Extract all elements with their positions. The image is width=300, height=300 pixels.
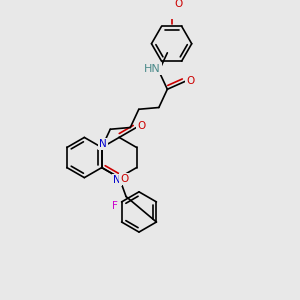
Text: F: F bbox=[112, 201, 118, 211]
Text: O: O bbox=[175, 0, 183, 9]
Text: O: O bbox=[186, 76, 195, 86]
Text: O: O bbox=[137, 121, 146, 131]
Text: HN: HN bbox=[144, 64, 161, 74]
Text: O: O bbox=[120, 174, 128, 184]
Text: N: N bbox=[113, 175, 121, 185]
Text: N: N bbox=[99, 139, 107, 148]
